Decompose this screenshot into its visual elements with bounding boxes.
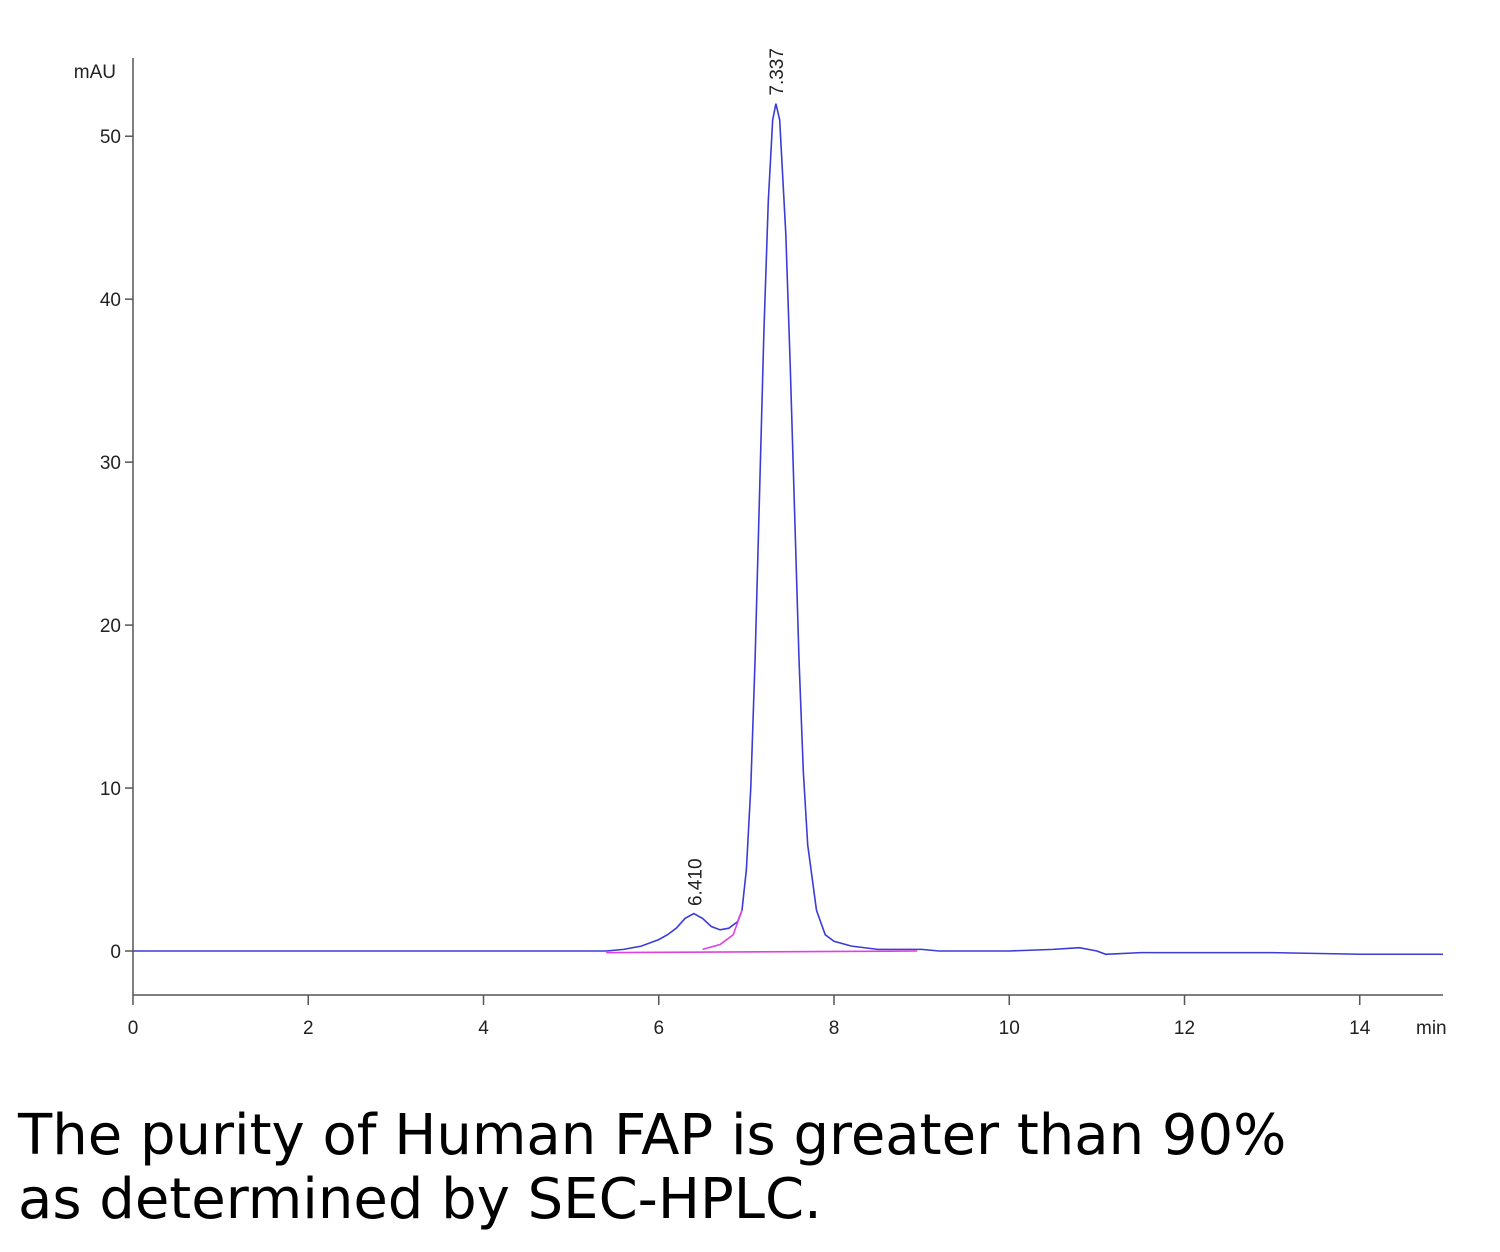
- chart: mAU min 0 10 20 30 40 50 0 2 4 6 8 10 12 14 6.410 7.337: [74, 48, 1447, 1039]
- peak-label: 7.337: [767, 48, 788, 96]
- x-tick-label: 6: [653, 1018, 664, 1039]
- x-tick-label: 4: [478, 1018, 489, 1039]
- y-tick-label: 10: [100, 779, 121, 800]
- x-tick-label: 14: [1349, 1018, 1371, 1039]
- trace: [606, 950, 918, 954]
- x-tick-label: 10: [999, 1018, 1020, 1039]
- y-tick-label: 0: [110, 942, 121, 963]
- y-tick-label: 40: [100, 290, 121, 311]
- caption: The purity of Human FAP is greater than …: [18, 1104, 1286, 1232]
- caption-line: as determined by SEC-HPLC.: [18, 1167, 822, 1232]
- x-tick-label: 12: [1174, 1018, 1195, 1039]
- trace: [702, 909, 743, 951]
- x-tick-label: 8: [829, 1018, 840, 1039]
- y-axis-label: mAU: [74, 62, 116, 83]
- peak-label: 6.410: [686, 858, 707, 906]
- trace: [133, 103, 1443, 956]
- y-tick-label: 20: [100, 616, 121, 637]
- y-tick-label: 30: [100, 453, 121, 474]
- x-tick-label: 0: [128, 1018, 139, 1039]
- caption-line: The purity of Human FAP is greater than …: [18, 1103, 1287, 1168]
- x-tick-label: 2: [303, 1018, 314, 1039]
- x-axis-label: min: [1416, 1018, 1447, 1039]
- y-tick-label: 50: [100, 127, 121, 148]
